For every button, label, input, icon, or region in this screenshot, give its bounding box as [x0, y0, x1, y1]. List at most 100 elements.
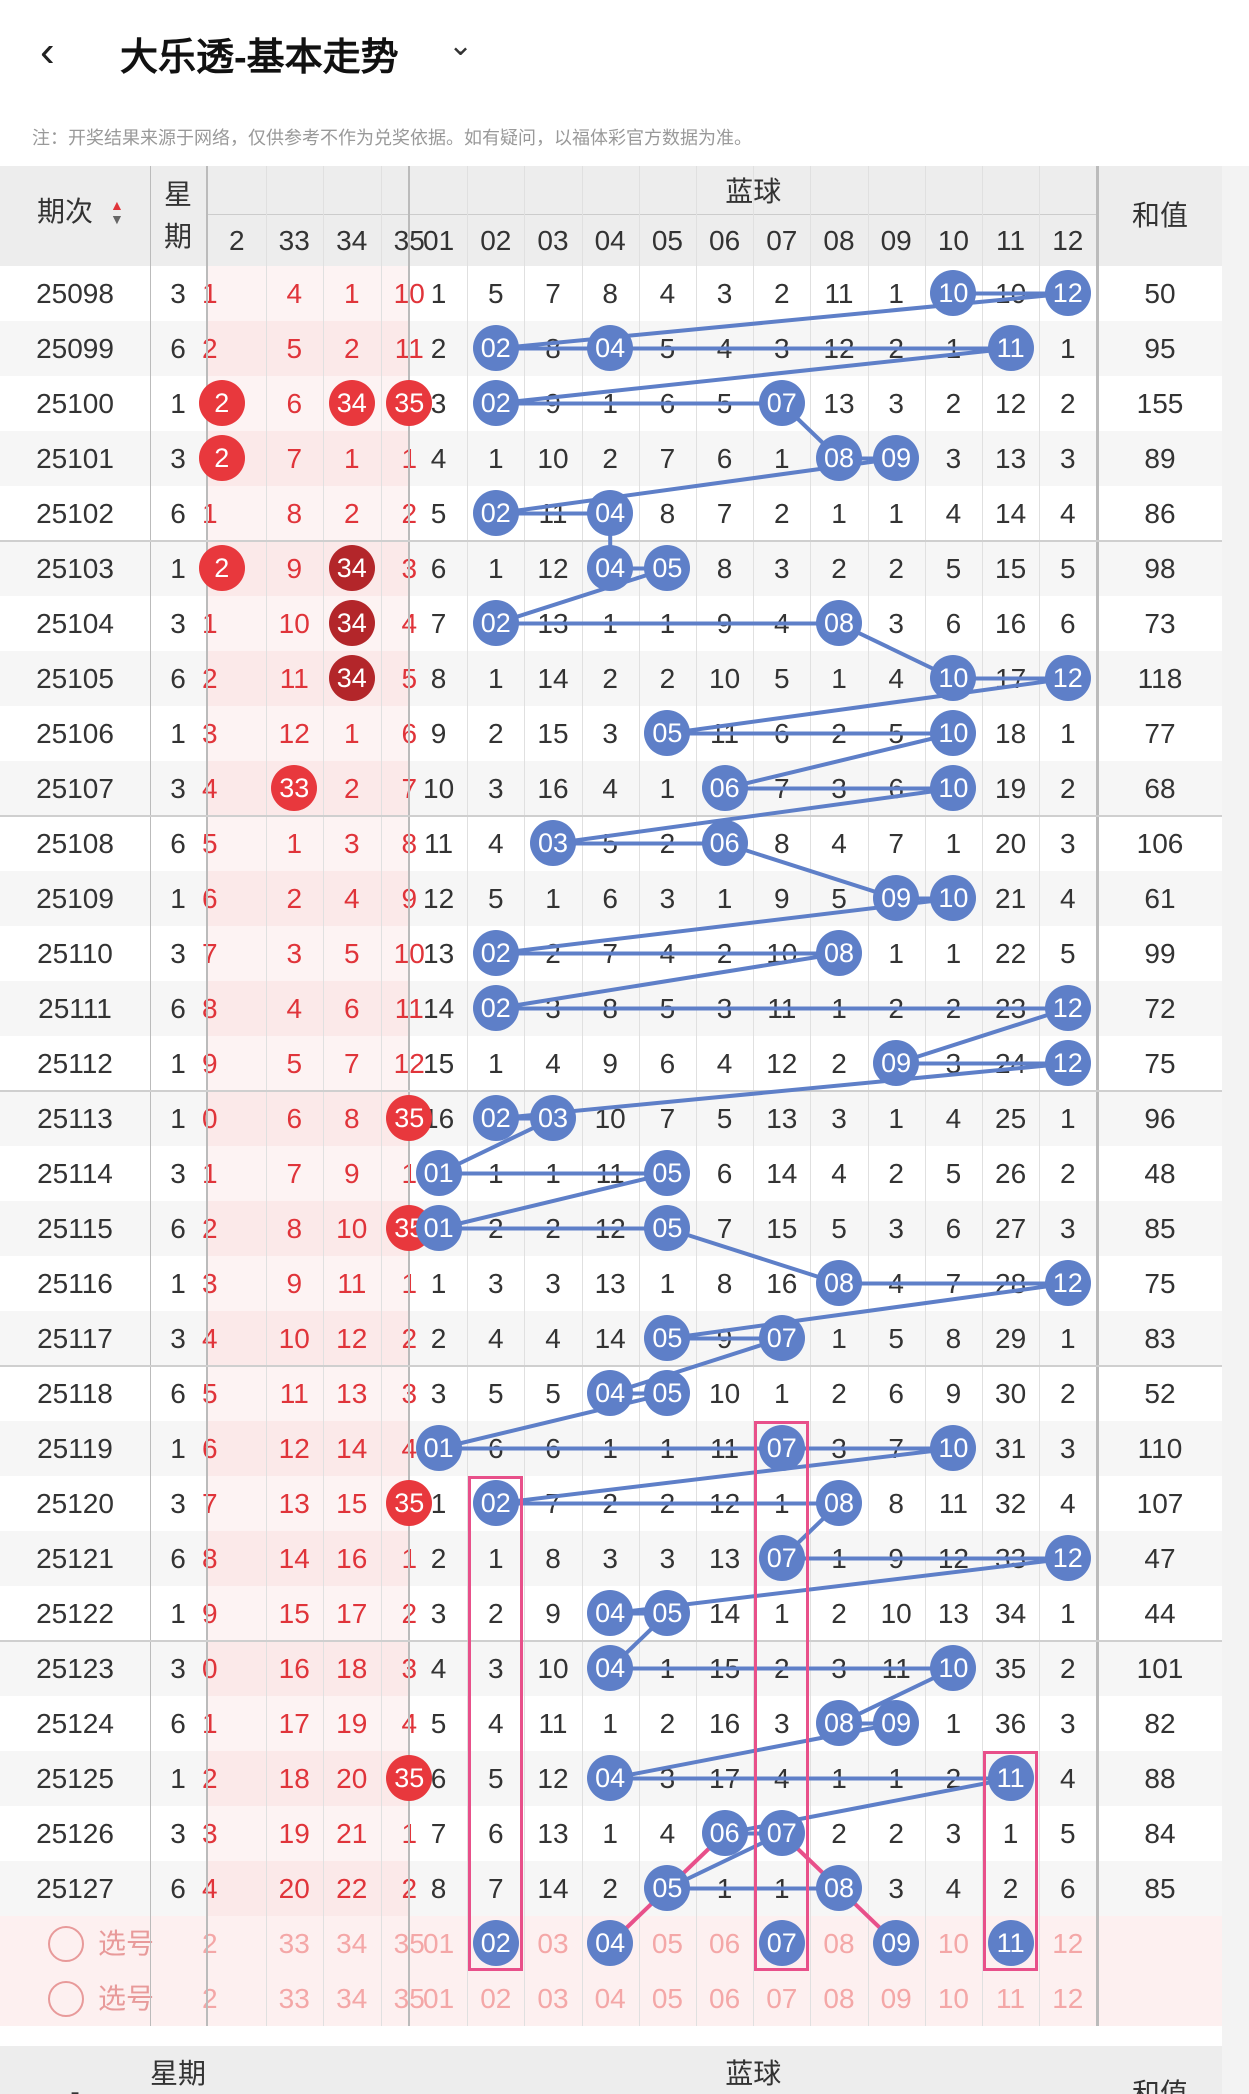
week-cell: 3 — [170, 773, 186, 804]
blue-cell: 15 — [537, 718, 569, 749]
picked-blue-ball[interactable]: 11 — [987, 1920, 1034, 1966]
grid-line — [924, 166, 926, 2026]
week-cell: 6 — [170, 498, 186, 529]
picked-blue-ball[interactable]: 04 — [587, 1920, 634, 1966]
blue-cell: 13 — [537, 1818, 569, 1849]
select-radio[interactable] — [48, 1981, 84, 2017]
chevron-left-icon[interactable]: ‹ — [40, 27, 55, 76]
blue-ball: 10 — [930, 710, 977, 756]
front-cell: 4 — [343, 883, 360, 914]
blue-ball: 12 — [1044, 270, 1091, 316]
select-blue-num[interactable]: 06 — [709, 1983, 741, 2014]
period-cell: 25118 — [37, 1378, 113, 1409]
picked-blue-ball[interactable]: 07 — [758, 1920, 805, 1966]
select-blue-num[interactable]: 12 — [1052, 1928, 1084, 1959]
blue-cell: 2 — [773, 278, 790, 309]
select-blue-num[interactable]: 10 — [937, 1928, 969, 1959]
blue-cell: 25 — [995, 1103, 1027, 1134]
blue-cell: 5 — [831, 1213, 847, 1244]
front-cell: 9 — [286, 553, 303, 584]
blue-cell: 19 — [995, 773, 1027, 804]
blue-cell: 2 — [602, 663, 618, 694]
select-blue-num[interactable]: 04 — [594, 1983, 626, 2014]
grid-line — [1039, 166, 1041, 2026]
sum-cell: 86 — [1144, 498, 1176, 529]
blue-cell: 5 — [487, 278, 504, 309]
blue-cell: 5 — [888, 1323, 904, 1354]
select-front-num[interactable]: 2 — [202, 1928, 218, 1959]
select-blue-num[interactable]: 01 — [423, 1983, 455, 2014]
select-blue-num[interactable]: 09 — [880, 1983, 912, 2014]
chevron-down-icon[interactable]: ⌄ — [448, 29, 474, 62]
select-label[interactable]: 选号 — [98, 1928, 155, 1959]
sum-cell: 85 — [1144, 1213, 1176, 1244]
blue-cell: 3 — [430, 388, 447, 419]
blue-cell: 13 — [823, 388, 855, 419]
select-front-num[interactable]: 34 — [336, 1928, 368, 1959]
select-blue-num[interactable]: 08 — [823, 1928, 855, 1959]
select-row[interactable]: 选号2333435010203040506070809101112 — [0, 1971, 1249, 2026]
front-cell: 2 — [202, 1213, 218, 1244]
select-blue-num[interactable]: 01 — [423, 1928, 455, 1959]
select-blue-num[interactable]: 05 — [651, 1983, 683, 2014]
front-cell: 7 — [202, 1488, 218, 1519]
select-blue-num[interactable]: 06 — [709, 1928, 741, 1959]
select-label[interactable]: 选号 — [98, 1983, 155, 2014]
blue-ball: 06 — [701, 1810, 748, 1856]
blue-cell: 3 — [602, 1543, 618, 1574]
blue-cell: 1 — [888, 498, 904, 529]
blue-cell: 3 — [1059, 1708, 1076, 1739]
select-blue-num[interactable]: 03 — [537, 1928, 569, 1959]
blue-ball: 05 — [644, 1150, 691, 1196]
picked-blue-ball[interactable]: 09 — [873, 1920, 920, 1966]
select-blue-num[interactable]: 02 — [480, 1983, 512, 2014]
front-ball: 2 — [198, 380, 245, 426]
select-front-num[interactable]: 34 — [336, 1983, 368, 2014]
select-front-num[interactable]: 2 — [202, 1983, 218, 2014]
blue-ball: 05 — [644, 545, 691, 591]
blue-cell: 12 — [537, 1763, 569, 1794]
blue-cell: 1 — [659, 1268, 676, 1299]
group-divider — [0, 1640, 1222, 1642]
sum-cell: 52 — [1144, 1378, 1176, 1409]
sum-cell: 77 — [1144, 718, 1176, 749]
select-radio[interactable] — [48, 1926, 84, 1962]
select-blue-num[interactable]: 07 — [766, 1983, 798, 2014]
table-row: 25113 1 0 6 8 35 16 02 03 10 7 5 13 3 1 4 25 1 96 — [0, 1091, 1249, 1146]
blue-cell: 26 — [995, 1158, 1027, 1189]
blue-cell: 4 — [487, 828, 504, 859]
select-blue-num[interactable]: 11 — [996, 1983, 1026, 2014]
front-bg — [208, 1311, 408, 1366]
select-front-num[interactable]: 33 — [278, 1983, 310, 2014]
header-period[interactable]: 期次 — [36, 196, 93, 227]
select-row[interactable]: 选号2333435010203040506070809101112 — [0, 1916, 1249, 1971]
scrollbar[interactable] — [1222, 166, 1249, 2094]
front-cell: 14 — [278, 1543, 310, 1574]
select-blue-num[interactable]: 05 — [651, 1928, 683, 1959]
picked-blue-ball[interactable]: 02 — [472, 1920, 519, 1966]
sort-arrows-icon[interactable]: ▲ — [110, 197, 124, 213]
blue-cell: 10 — [423, 773, 455, 804]
select-blue-num[interactable]: 10 — [937, 1983, 969, 2014]
blue-cell: 2 — [1059, 1158, 1076, 1189]
select-blue-num[interactable]: 03 — [537, 1983, 569, 2014]
blue-cell: 10 — [709, 1378, 741, 1409]
period-cell: 25117 — [37, 1323, 113, 1354]
blue-cell: 6 — [430, 553, 447, 584]
header-front-col: 33 — [278, 225, 310, 256]
blue-cell: 1 — [716, 883, 733, 914]
grid-line — [638, 166, 640, 2026]
select-blue-num[interactable]: 12 — [1052, 1983, 1084, 2014]
blue-cell: 36 — [995, 1708, 1027, 1739]
period-cell: 25115 — [37, 1213, 113, 1244]
trend-segment — [438, 1171, 668, 1231]
blue-ball: 10 — [930, 1425, 977, 1471]
select-blue-num[interactable]: 08 — [823, 1983, 855, 2014]
front-bg — [208, 1201, 408, 1256]
period-cell: 25103 — [36, 553, 114, 584]
period-cell: 25106 — [36, 718, 114, 749]
select-front-num[interactable]: 33 — [278, 1928, 310, 1959]
period-cell: 25125 — [36, 1763, 114, 1794]
blue-cell: 1 — [945, 938, 962, 969]
blue-cell: 16 — [995, 608, 1027, 639]
